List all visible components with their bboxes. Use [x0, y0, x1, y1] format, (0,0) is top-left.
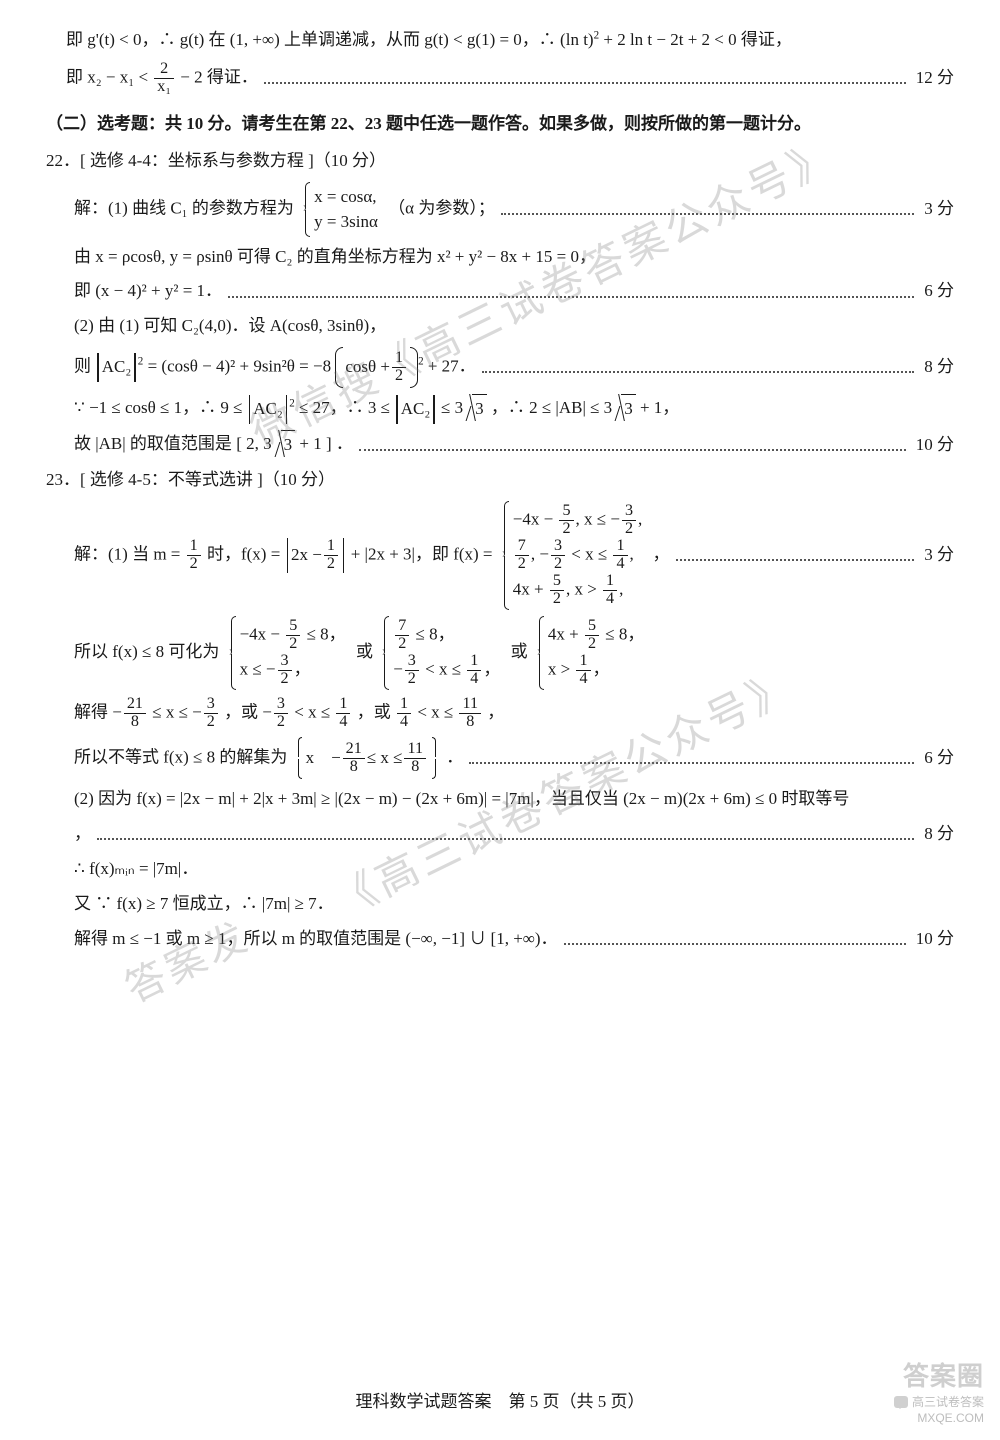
corner-badge: 答案圈 高三试卷答案 MXQE.COM	[894, 1359, 984, 1426]
chat-icon	[894, 1396, 908, 1408]
score: 10 分	[912, 431, 954, 460]
q22-r3: 即 (x − 4)² + y² = 1． 6 分	[46, 277, 954, 306]
score: 3 分	[920, 195, 954, 224]
score: 8 分	[920, 820, 954, 849]
pre-line-2: 即 x₂ − x₁ < 2x₁ − 2 得证． 12 分	[46, 61, 954, 96]
text: ，	[74, 820, 91, 849]
score: 12 分	[912, 64, 954, 93]
text: 解得 −218 ≤ x ≤ −32 ，或 −32 < x ≤ 14 ，或 14 …	[74, 696, 504, 731]
q22-title: 22．[ 选修 4-4：坐标系与参数方程 ]（10 分）	[46, 147, 954, 176]
q22-r6: ∵ −1 ≤ cosθ ≤ 1，∴ 9 ≤ AC₂2 ≤ 27，∴ 3 ≤ AC…	[46, 394, 954, 424]
leader-dots	[359, 440, 906, 451]
score: 8 分	[920, 353, 954, 382]
q23-r5b: ， 8 分	[46, 820, 954, 849]
leader-dots	[228, 286, 914, 297]
leader-dots	[501, 203, 914, 214]
q22-r2: 由 x = ρcosθ, y = ρsinθ 可得 C₂ 的直角坐标方程为 x²…	[46, 243, 954, 272]
q23-r5: (2) 因为 f(x) = |2x − m| + 2|x + 3m| ≥ |(2…	[46, 785, 954, 814]
q23-title: 23．[ 选修 4-5：不等式选讲 ]（10 分）	[46, 466, 954, 495]
text: ∴ f(x)ₘᵢₙ = |7m|．	[74, 855, 198, 884]
text: ∵ −1 ≤ cosθ ≤ 1，∴ 9 ≤ AC₂2 ≤ 27，∴ 3 ≤ AC…	[74, 394, 679, 424]
text: 即 (x − 4)² + y² = 1．	[74, 277, 222, 306]
badge-url: MXQE.COM	[894, 1410, 984, 1426]
leader-dots	[469, 752, 914, 763]
text: 所以 f(x) ≤ 8 可化为 −4x − 52 ≤ 8， x ≤ −32， 或…	[74, 616, 650, 690]
text: 所以不等式 f(x) ≤ 8 的解集为 x −218 ≤ x ≤ 118 ．	[74, 737, 463, 780]
leader-dots	[676, 550, 915, 561]
text: 解：(1) 当 m = 12 时，f(x) = 2x − 12 + |2x + …	[74, 501, 670, 610]
text: 又 ∵ f(x) ≥ 7 恒成立，∴ |7m| ≥ 7．	[74, 890, 334, 919]
q23-r3: 解得 −218 ≤ x ≤ −32 ，或 −32 < x ≤ 14 ，或 14 …	[46, 696, 954, 731]
text: 则 AC₂2 = (cosθ − 4)² + 9sin²θ = −8 cosθ …	[74, 347, 476, 388]
page-footer: 理科数学试题答案 第 5 页（共 5 页）	[0, 1387, 1000, 1412]
q23-r8: 解得 m ≤ −1 或 m ≥ 1，所以 m 的取值范围是 (−∞, −1] ∪…	[46, 925, 954, 954]
score: 3 分	[920, 541, 954, 570]
page-content: 即 g'(t) < 0，∴ g(t) 在 (1, +∞) 上单调递减，从而 g(…	[0, 0, 1000, 954]
text: 故 |AB| 的取值范围是 [ 2, 33 + 1 ] ．	[74, 430, 353, 460]
q23-r1: 解：(1) 当 m = 12 时，f(x) = 2x − 12 + |2x + …	[46, 501, 954, 610]
q22-r5: 则 AC₂2 = (cosθ − 4)² + 9sin²θ = −8 cosθ …	[46, 347, 954, 388]
q23-r4: 所以不等式 f(x) ≤ 8 的解集为 x −218 ≤ x ≤ 118 ． 6…	[46, 737, 954, 780]
leader-dots	[97, 829, 914, 840]
leader-dots	[482, 362, 915, 373]
leader-dots	[264, 73, 906, 84]
q22-r7: 故 |AB| 的取值范围是 [ 2, 33 + 1 ] ． 10 分	[46, 430, 954, 460]
text: 由 x = ρcosθ, y = ρsinθ 可得 C₂ 的直角坐标方程为 x²…	[74, 243, 596, 272]
score: 10 分	[912, 925, 954, 954]
q23-r2: 所以 f(x) ≤ 8 可化为 −4x − 52 ≤ 8， x ≤ −32， 或…	[46, 616, 954, 690]
leader-dots	[564, 934, 906, 945]
q22-r4: (2) 由 (1) 可知 C₂(4,0)．设 A(cosθ, 3sinθ)，	[46, 312, 954, 341]
text: 即 x₂ − x₁ < 2x₁ − 2 得证．	[66, 61, 258, 96]
badge-title: 答案圈	[894, 1359, 984, 1394]
text: (2) 因为 f(x) = |2x − m| + 2|x + 3m| ≥ |(2…	[74, 785, 849, 814]
q23-r6: ∴ f(x)ₘᵢₙ = |7m|．	[46, 855, 954, 884]
q23-r7: 又 ∵ f(x) ≥ 7 恒成立，∴ |7m| ≥ 7．	[46, 890, 954, 919]
score: 6 分	[920, 277, 954, 306]
pre-line-1: 即 g'(t) < 0，∴ g(t) 在 (1, +∞) 上单调递减，从而 g(…	[46, 26, 954, 55]
score: 6 分	[920, 744, 954, 773]
text: 即 g'(t) < 0，∴ g(t) 在 (1, +∞) 上单调递减，从而 g(…	[66, 26, 792, 55]
badge-chat: 高三试卷答案	[894, 1394, 984, 1410]
text: 解：(1) 曲线 C₁ 的参数方程为 x = cosα, y = 3sinα （…	[74, 182, 495, 237]
q22-r1: 解：(1) 曲线 C₁ 的参数方程为 x = cosα, y = 3sinα （…	[46, 182, 954, 237]
text: 解得 m ≤ −1 或 m ≥ 1，所以 m 的取值范围是 (−∞, −1] ∪…	[74, 925, 558, 954]
section-heading: （二）选考题：共 10 分。请考生在第 22、23 题中任选一题作答。如果多做，…	[46, 110, 954, 139]
text: (2) 由 (1) 可知 C₂(4,0)．设 A(cosθ, 3sinθ)，	[74, 312, 386, 341]
